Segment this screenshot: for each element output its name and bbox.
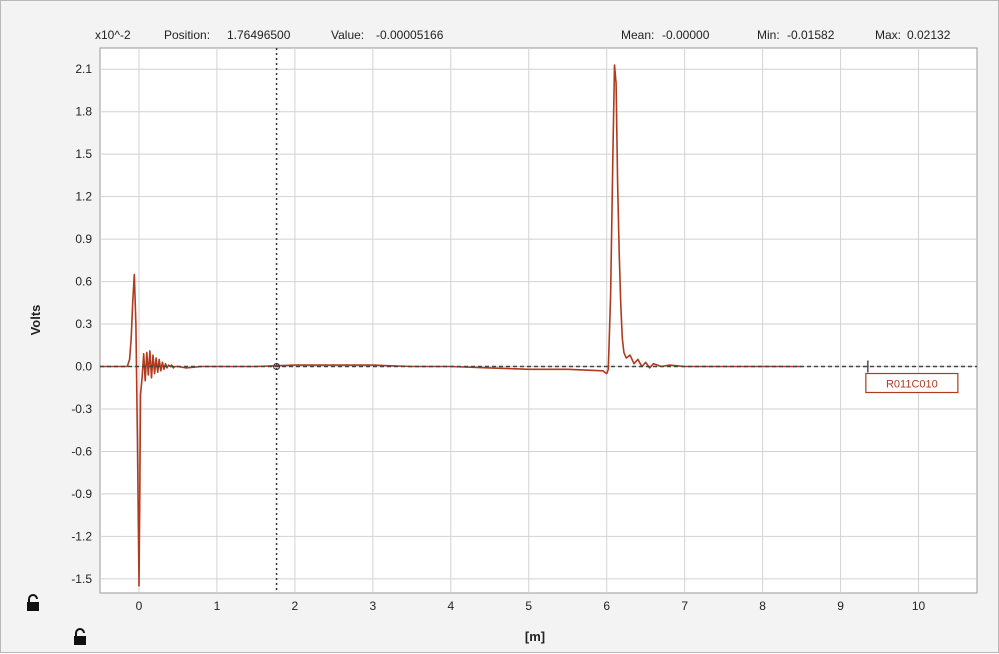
annotation-tag: R011C010 (865, 372, 959, 394)
y-tick-label: -1.5 (71, 572, 92, 586)
x-tick-label: 9 (837, 599, 844, 613)
header-min-label: Min: (757, 28, 780, 42)
grid (100, 48, 977, 593)
series-line (100, 64, 802, 587)
header-max-label: Max: (875, 28, 901, 42)
y-tick-label: 1.8 (75, 105, 92, 119)
header-scale-label: x10^-2 (95, 28, 131, 42)
y-tick-label: -0.9 (71, 487, 92, 501)
annotation-label: R011C010 (886, 379, 938, 391)
y-tick-label: 1.5 (75, 147, 92, 161)
x-tick-label: 8 (759, 599, 766, 613)
x-tick-label: 7 (681, 599, 688, 613)
plot-background (99, 47, 978, 594)
header-mean-value: -0.00000 (662, 28, 710, 42)
header-position-label: Position: (164, 28, 210, 42)
x-tick-label: 0 (136, 599, 143, 613)
y-tick-label: -0.6 (71, 444, 92, 458)
annotation-box (865, 372, 959, 394)
x-tick-label: 1 (214, 599, 221, 613)
overlays: R011C010 (100, 48, 977, 593)
y-tick-label: -1.2 (71, 529, 92, 543)
x-tick-label: 4 (447, 599, 454, 613)
y-tick-label: 0.9 (75, 232, 92, 246)
header-min-value: -0.01582 (787, 28, 835, 42)
y-axis-lock-icon[interactable] (25, 594, 41, 612)
series (100, 64, 802, 587)
y-tick-label: 0.6 (75, 275, 92, 289)
x-tick-label: 10 (912, 599, 926, 613)
x-axis-label: [m] (525, 629, 545, 644)
x-tick-label: 5 (525, 599, 532, 613)
header-max-value: 0.02132 (907, 28, 951, 42)
y-tick-label: 0.0 (75, 360, 92, 374)
y-tick-label: 1.2 (75, 190, 92, 204)
y-tick-label: 0.3 (75, 317, 92, 331)
y-axis-label: Volts (28, 305, 43, 336)
x-axis-lock-icon[interactable] (72, 628, 88, 646)
y-tick-label: -0.3 (71, 402, 92, 416)
tick-labels: 0 1 2 3 4 5 6 7 8 9 10 2.1 1.8 1.5 1.2 0.9 0.6 0.3 0.0 -0.3… (71, 62, 925, 613)
x-tick-label: 3 (370, 599, 377, 613)
header-position-value: 1.76496500 (227, 28, 291, 42)
x-tick-label: 2 (292, 599, 299, 613)
header-mean-label: Mean: (621, 28, 654, 42)
x-tick-label: 6 (603, 599, 610, 613)
header-value-value: -0.00005166 (376, 28, 444, 42)
y-tick-label: 2.1 (75, 62, 92, 76)
header-value-label: Value: (331, 28, 364, 42)
cursor-marker (273, 363, 281, 371)
